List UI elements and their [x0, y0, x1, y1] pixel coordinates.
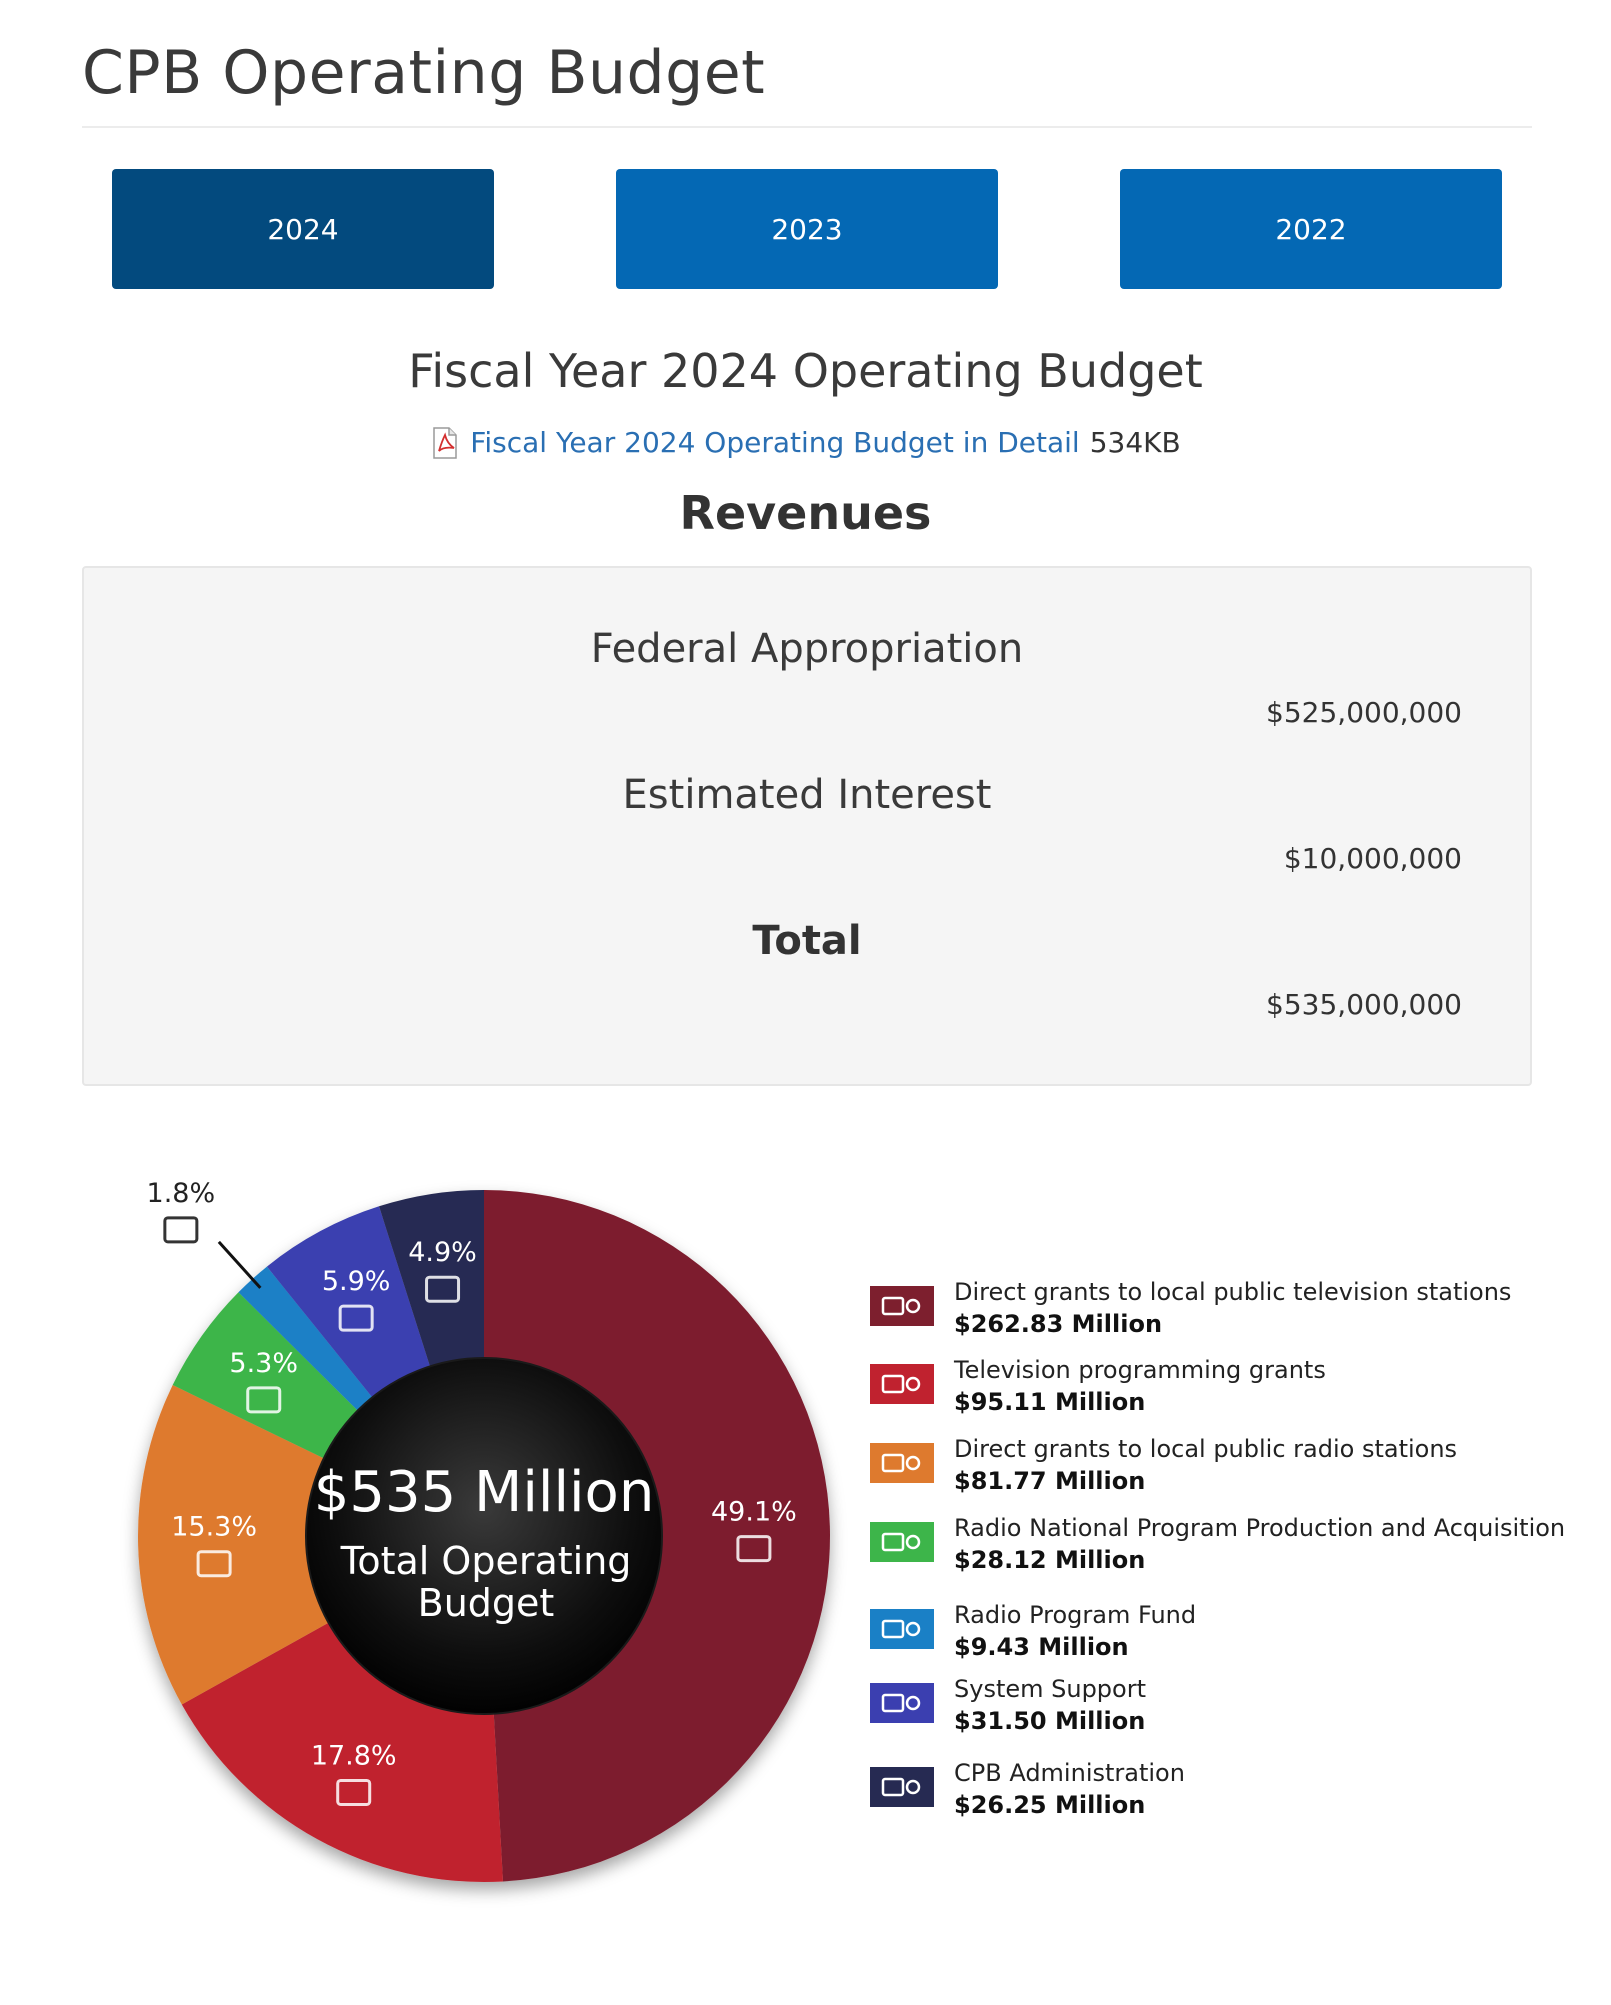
- revenue-label-interest: Estimated Interest: [622, 772, 992, 818]
- year-tab-2024[interactable]: 2024: [112, 169, 494, 289]
- radio-antenna-icon: [196, 1550, 232, 1578]
- slice-percent-label: 5.9%: [322, 1266, 391, 1297]
- legend-item: Television programming grants $95.11 Mill…: [870, 1356, 1570, 1426]
- detail-download-line: Fiscal Year 2024 Operating Budget in Det…: [0, 426, 1611, 459]
- slice-percent-label: 17.8%: [311, 1740, 397, 1771]
- cpb-logo-icon: [870, 1767, 934, 1807]
- globe-icon: [870, 1683, 934, 1723]
- cpb-logo-icon: [425, 1275, 461, 1303]
- microphone-icon: [246, 1386, 282, 1414]
- legend-value: $26.25 Million: [954, 1791, 1146, 1819]
- legend-value: $28.12 Million: [954, 1546, 1146, 1574]
- legend-item: Direct grants to local public television…: [870, 1278, 1570, 1348]
- slice-percent-label: 15.3%: [171, 1512, 257, 1543]
- microphone-icon: [870, 1522, 934, 1562]
- revenue-label-federal: Federal Appropriation: [590, 626, 1024, 672]
- year-tab-2022[interactable]: 2022: [1120, 169, 1502, 289]
- legend-label: System Support: [954, 1675, 1146, 1703]
- globe-icon: [338, 1304, 374, 1332]
- tv-antenna-icon: [736, 1535, 772, 1563]
- center-total-value: $535 Million: [314, 1460, 655, 1525]
- budget-donut-chart: 49.1% 17.8% 15.3% 5.3% 1.8% 5.9% 4.9% $535 Mil…: [137, 1178, 830, 1882]
- title-divider: [82, 126, 1532, 128]
- legend-item: Radio Program Fund $9.43 Million: [870, 1601, 1570, 1671]
- slice-percent-label: 5.3%: [229, 1348, 298, 1379]
- legend-value: $31.50 Million: [954, 1707, 1146, 1735]
- legend-value: $81.77 Million: [954, 1467, 1146, 1495]
- legend-value: $95.11 Million: [954, 1388, 1146, 1416]
- radio-icon: [870, 1609, 934, 1649]
- file-size: 534KB: [1089, 426, 1181, 459]
- revenues-panel: Federal Appropriation $525,000,000 Estim…: [82, 566, 1532, 1086]
- legend-value: $9.43 Million: [954, 1633, 1129, 1661]
- leader-line: [217, 1240, 262, 1289]
- revenue-amount-federal: $525,000,000: [1266, 696, 1462, 729]
- fiscal-year-heading: Fiscal Year 2024 Operating Budget: [408, 344, 1203, 398]
- legend-item: CPB Administration $26.25 Million: [870, 1759, 1570, 1829]
- slice-percent-label: 1.8%: [147, 1178, 216, 1209]
- center-label-line2: Budget: [418, 1581, 555, 1625]
- center-label-line1: Total Operating: [340, 1539, 632, 1583]
- slice-percent-label: 49.1%: [711, 1497, 797, 1528]
- legend-item: Direct grants to local public radio stat…: [870, 1435, 1570, 1505]
- tv-antenna-icon: [870, 1286, 934, 1326]
- legend-label: Radio National Program Production and Ac…: [954, 1514, 1566, 1542]
- legend-label: Radio Program Fund: [954, 1601, 1197, 1629]
- radio-icon: [163, 1216, 199, 1244]
- year-tab-2023[interactable]: 2023: [616, 169, 998, 289]
- legend-label: Direct grants to local public television…: [954, 1278, 1512, 1306]
- legend-item: System Support $31.50 Million: [870, 1675, 1570, 1745]
- legend-label: Television programming grants: [954, 1356, 1326, 1384]
- revenue-amount-interest: $10,000,000: [1283, 842, 1462, 875]
- legend-item: Radio National Program Production and Ac…: [870, 1514, 1570, 1584]
- revenues-heading: Revenues: [679, 486, 932, 540]
- revenue-label-total: Total: [752, 918, 862, 964]
- tv-camera-icon: [870, 1364, 934, 1404]
- radio-antenna-icon: [870, 1443, 934, 1483]
- slice-percent-label: 4.9%: [408, 1237, 477, 1268]
- tv-camera-icon: [336, 1778, 372, 1806]
- legend-label: Direct grants to local public radio stat…: [954, 1435, 1458, 1463]
- page-title: CPB Operating Budget: [82, 38, 766, 108]
- pdf-file-icon: [430, 426, 460, 459]
- donut-center: [305, 1357, 663, 1715]
- legend-label: CPB Administration: [954, 1759, 1185, 1787]
- legend-value: $262.83 Million: [954, 1310, 1163, 1338]
- detail-pdf-link[interactable]: Fiscal Year 2024 Operating Budget in Det…: [470, 426, 1080, 459]
- revenue-amount-total: $535,000,000: [1266, 988, 1462, 1021]
